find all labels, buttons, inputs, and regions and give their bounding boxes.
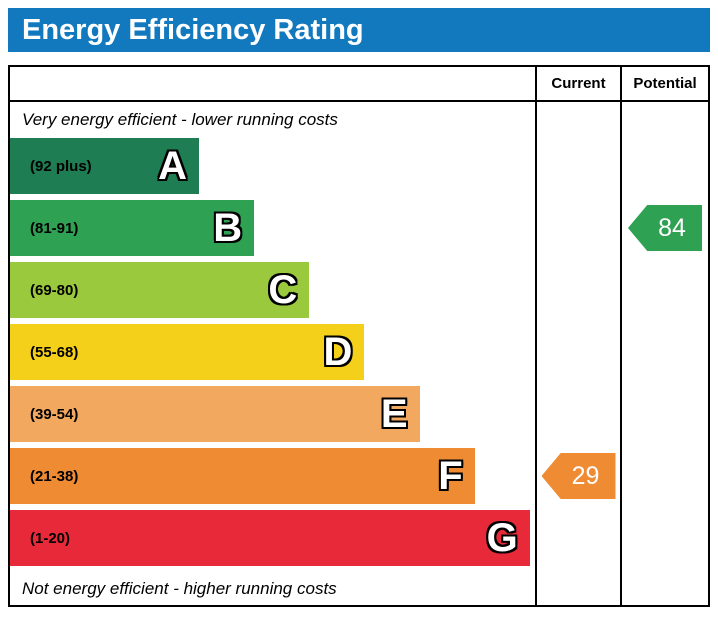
band-range: (69-80) xyxy=(30,281,79,299)
band-letter: E xyxy=(380,392,409,436)
band-bar-a: (92 plus) A xyxy=(10,138,199,194)
band-bar-d: (55-68) D xyxy=(10,324,365,380)
band-range: (92 plus) xyxy=(30,157,92,175)
band-row-a: (92 plus) A xyxy=(10,138,535,200)
potential-column: Potential 84 xyxy=(620,67,708,605)
band-row-c: (69-80) C xyxy=(10,262,535,324)
page-title: Energy Efficiency Rating xyxy=(8,8,710,52)
band-row-f: (21-38) F xyxy=(10,448,535,510)
band-range: (1-20) xyxy=(30,529,71,547)
band-letter: D xyxy=(322,330,353,374)
current-column-header: Current xyxy=(537,67,620,102)
band-row-g: (1-20) G xyxy=(10,510,535,572)
top-note: Very energy efficient - lower running co… xyxy=(22,110,338,129)
band-bar-c: (69-80) C xyxy=(10,262,310,318)
potential-value: 84 xyxy=(658,213,686,242)
band-bar-f: (21-38) F xyxy=(10,448,475,504)
band-range: (81-91) xyxy=(30,219,79,237)
current-arrow-zone: 29 xyxy=(537,102,620,605)
band-row-b: (81-91) B xyxy=(10,200,535,262)
band-bar-b: (81-91) B xyxy=(10,200,255,256)
band-letter: F xyxy=(437,454,463,498)
potential-arrow-zone: 84 xyxy=(622,102,708,605)
band-letter: G xyxy=(486,516,519,560)
band-range: (55-68) xyxy=(30,343,79,361)
band-letter: B xyxy=(212,206,243,250)
band-letter: A xyxy=(157,144,188,188)
band-bar-g: (1-20) G xyxy=(10,510,530,566)
band-row-e: (39-54) E xyxy=(10,386,535,448)
potential-column-header: Potential xyxy=(622,67,708,102)
band-letter: C xyxy=(267,268,298,312)
bottom-note: Not energy efficient - higher running co… xyxy=(22,578,337,598)
potential-arrow: 84 xyxy=(628,205,702,251)
band-row-d: (55-68) D xyxy=(10,324,535,386)
energy-rating-table: Very energy efficient - lower running co… xyxy=(8,65,710,607)
current-arrow: 29 xyxy=(541,453,616,499)
bands-column: Very energy efficient - lower running co… xyxy=(10,67,535,605)
band-range: (39-54) xyxy=(30,405,79,423)
band-range: (21-38) xyxy=(30,467,79,485)
header-spacer xyxy=(10,67,535,102)
band-bar-e: (39-54) E xyxy=(10,386,420,442)
current-value: 29 xyxy=(571,461,600,490)
current-column: Current 29 xyxy=(535,67,620,605)
